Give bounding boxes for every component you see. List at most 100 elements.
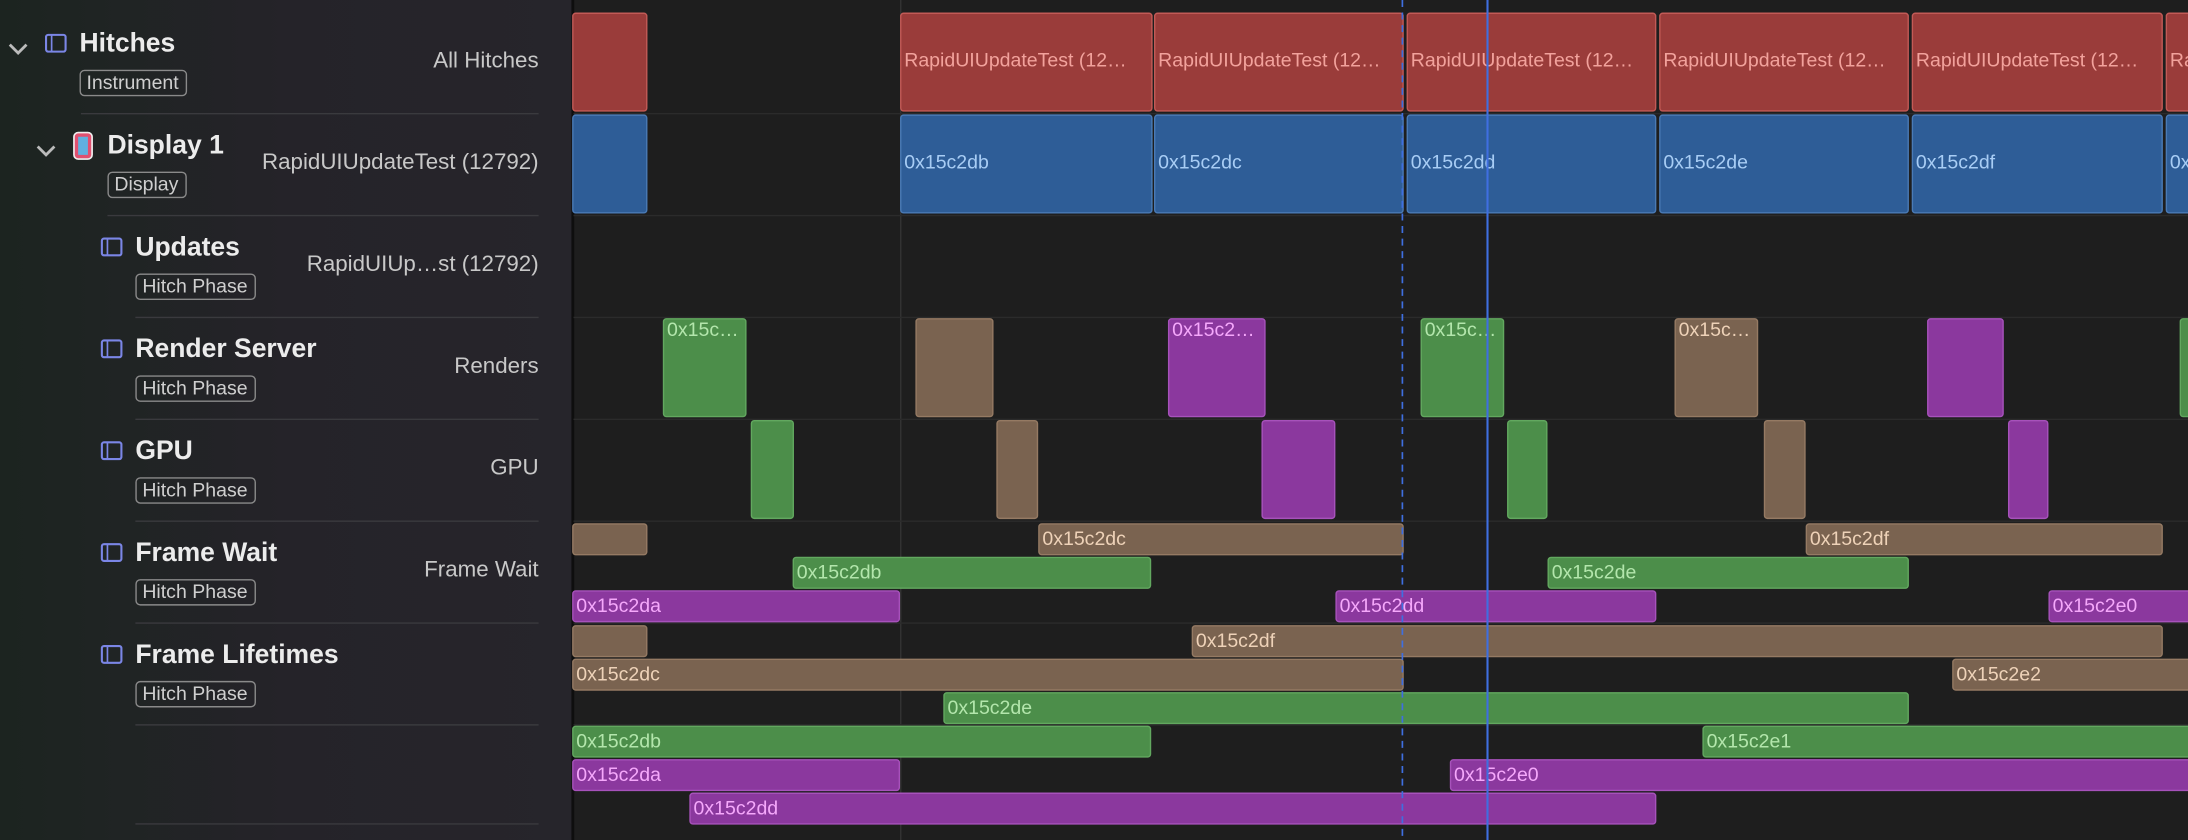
badge-frame: [135, 579, 256, 606]
track-badge: Instrument: [87, 72, 180, 94]
interval[interactable]: [1927, 318, 2004, 418]
track-summary: Renders: [454, 353, 538, 378]
track-summary: RapidUIUpdateTest (12792): [262, 149, 539, 174]
interval[interactable]: [2048, 590, 2188, 623]
interval[interactable]: [1038, 523, 1404, 556]
track-summary: Frame Wait: [424, 557, 539, 582]
interval[interactable]: [1406, 12, 1657, 112]
interval-label: 0x15c2dd: [1340, 595, 1425, 617]
instrument-icon: [100, 237, 123, 257]
badge-frame: [107, 171, 187, 199]
track-title: Hitches: [80, 28, 176, 58]
interval[interactable]: [572, 759, 901, 792]
interval[interactable]: [572, 12, 648, 112]
interval[interactable]: [1952, 658, 2188, 691]
interval[interactable]: [750, 420, 794, 520]
track-title: Render Server: [135, 333, 316, 363]
interval[interactable]: [1659, 12, 1909, 112]
display-icon-inner: [78, 136, 88, 155]
interval-label: 0x15c2db: [904, 151, 989, 173]
interval[interactable]: [900, 12, 1153, 112]
interval-label: 0x15c2da: [576, 764, 661, 786]
interval[interactable]: [943, 692, 1909, 725]
interval[interactable]: [1261, 420, 1336, 520]
track-title: Frame Lifetimes: [135, 639, 338, 669]
interval-label: 0x15c2df: [1916, 151, 1996, 173]
instrument-icon: [100, 543, 123, 562]
disclosure-chevron[interactable]: [36, 145, 56, 157]
interval[interactable]: [1763, 420, 1806, 520]
interval-label: 0x15c…: [1425, 319, 1497, 341]
interval-label: RapidUIUpdateTest (12…: [1411, 50, 1633, 72]
interval-label: RapidUIUpdateTest (12…: [1663, 50, 1885, 72]
interval[interactable]: [1420, 318, 1505, 418]
instrument-icon: [100, 339, 123, 359]
interval[interactable]: [572, 658, 1404, 691]
interval[interactable]: [996, 420, 1039, 520]
interval-label: 0x15c2da: [576, 595, 661, 617]
interval[interactable]: [1674, 318, 1759, 418]
track-badge: Hitch Phase: [142, 377, 247, 399]
interval[interactable]: [1547, 556, 1909, 589]
interval-label: 0x15c2df: [1810, 528, 1890, 550]
interval[interactable]: [2165, 114, 2188, 214]
interval[interactable]: [2179, 318, 2188, 418]
interval[interactable]: [2165, 12, 2188, 112]
interval[interactable]: [1406, 114, 1657, 214]
interval[interactable]: [900, 114, 1153, 214]
interval[interactable]: [915, 318, 994, 418]
track-title: Frame Wait: [135, 537, 277, 567]
track-title: Updates: [135, 231, 240, 261]
track-badge: Hitch Phase: [142, 479, 247, 501]
interval[interactable]: [572, 725, 1152, 758]
interval[interactable]: [1449, 759, 2188, 792]
interval[interactable]: [689, 792, 1657, 825]
interval-label: 0x15c2dc: [1042, 528, 1126, 550]
instrument-icon: [100, 441, 123, 461]
instrument-icon: [100, 645, 123, 664]
interval[interactable]: [1911, 114, 2163, 214]
interval-label: 0x15c2dd: [1411, 151, 1496, 173]
track-badge: Hitch Phase: [142, 581, 247, 603]
interval-label: 0x15c2de: [1663, 151, 1748, 173]
interval-label: 0x15c2df: [1196, 630, 1276, 652]
interval[interactable]: [1154, 12, 1404, 112]
interval-label: 0x15c2dc: [1158, 151, 1242, 173]
interval[interactable]: [792, 556, 1152, 589]
badge-frame: [135, 375, 256, 402]
rows: Hitches Instrument All Hitches Display 1 Dis…: [8, 28, 2188, 825]
interval[interactable]: [572, 590, 901, 623]
interval[interactable]: [662, 318, 747, 418]
interval-label: 0x15c2dd: [694, 797, 779, 819]
track-badge: Hitch Phase: [142, 276, 247, 298]
track-summary: All Hitches: [433, 47, 538, 72]
interval-label: 0x15c2e0: [1454, 764, 1539, 786]
interval-label: 0x15c…: [1679, 319, 1751, 341]
badge-frame: [135, 680, 256, 708]
interval[interactable]: [1911, 12, 2163, 112]
track-summary: RapidUIUp…st (12792): [307, 251, 539, 276]
interval-label: 0x15c2db: [797, 562, 882, 584]
segments: RapidUIUpdateTest (12… RapidUIUpdateTest …: [572, 12, 2188, 825]
interval[interactable]: [2007, 420, 2049, 520]
interval[interactable]: [572, 523, 648, 556]
interval-label: 0x15c2e1: [1707, 730, 1792, 752]
interval[interactable]: [1702, 725, 2188, 758]
interval[interactable]: [1191, 625, 2163, 658]
interval-label: 0x15c2de: [1552, 562, 1637, 584]
interval-label: RapidUIUpdateTest (12…: [1916, 50, 2138, 72]
interval[interactable]: [572, 114, 648, 214]
track-title: Display 1: [107, 130, 223, 160]
track-badge: Hitch Phase: [142, 683, 247, 705]
disclosure-chevron[interactable]: [8, 43, 28, 55]
interval[interactable]: [1335, 590, 1657, 623]
interval[interactable]: [1167, 318, 1266, 418]
track-badge: Display: [114, 174, 178, 196]
interval[interactable]: [572, 625, 648, 658]
instrument-icon: [45, 33, 67, 53]
interval[interactable]: [1659, 114, 1909, 214]
badge-frame: [135, 273, 256, 300]
interval[interactable]: [1507, 420, 1548, 520]
interval[interactable]: [1805, 523, 2163, 556]
